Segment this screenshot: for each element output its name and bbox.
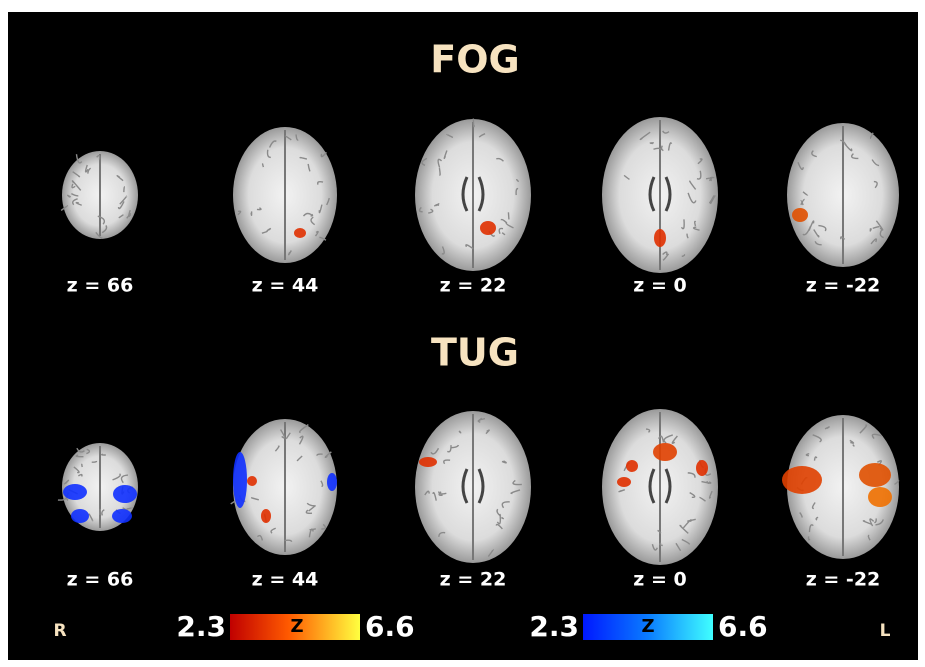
colorbar-min: 2.3 bbox=[176, 610, 226, 643]
brain-slice bbox=[787, 123, 899, 267]
slice-label: z = 66 bbox=[67, 275, 134, 297]
brain-slice bbox=[415, 411, 531, 563]
activation-cluster bbox=[112, 509, 132, 523]
activation-cluster bbox=[696, 460, 708, 476]
slice-label: z = -22 bbox=[806, 275, 881, 297]
activation-cluster bbox=[859, 463, 891, 487]
colorbar-label: Z bbox=[290, 616, 303, 637]
activation-cluster bbox=[626, 460, 638, 472]
activation-cluster bbox=[653, 443, 677, 461]
activation-cluster bbox=[113, 485, 137, 503]
sulcus bbox=[263, 164, 264, 167]
activation-cluster bbox=[261, 509, 271, 523]
slice-label: z = 66 bbox=[67, 569, 134, 591]
colorbar-min: 2.3 bbox=[529, 610, 579, 643]
slice-label: z = 44 bbox=[252, 275, 319, 297]
panel-title: FOG bbox=[430, 38, 519, 82]
activation-cluster bbox=[480, 221, 496, 235]
activation-cluster bbox=[868, 487, 892, 507]
brain-slice bbox=[415, 118, 531, 271]
slice-label: z = 0 bbox=[633, 275, 686, 297]
activation-cluster bbox=[792, 208, 808, 222]
activation-cluster bbox=[294, 228, 306, 238]
panel-title: TUG bbox=[431, 331, 519, 375]
colorbar-max: 6.6 bbox=[718, 610, 768, 643]
activation-cluster bbox=[63, 484, 87, 500]
activation-cluster bbox=[71, 509, 89, 523]
brain-slice bbox=[233, 127, 337, 263]
colorbar-max: 6.6 bbox=[365, 610, 415, 643]
brain-slice bbox=[602, 117, 718, 273]
activation-cluster bbox=[419, 457, 437, 467]
orientation-label: L bbox=[880, 621, 891, 641]
activation-cluster bbox=[617, 477, 631, 487]
activation-cluster bbox=[782, 466, 822, 494]
activation-cluster bbox=[247, 476, 257, 486]
brain-slice bbox=[602, 409, 718, 565]
slice-label: z = 22 bbox=[440, 275, 507, 297]
sulcus bbox=[311, 215, 313, 217]
slice-label: z = 22 bbox=[440, 569, 507, 591]
activation-cluster bbox=[654, 229, 666, 247]
slice-label: z = -22 bbox=[806, 569, 881, 591]
activation-cluster bbox=[233, 452, 247, 508]
colorbar-label: Z bbox=[641, 616, 654, 637]
sulcus bbox=[870, 228, 871, 231]
sulcus bbox=[102, 454, 106, 455]
slice-label: z = 44 bbox=[252, 569, 319, 591]
orientation-label: R bbox=[53, 621, 66, 641]
figure: z = 66 z = 44 z = 22 z = 0 z = -22 z = 66 z = … bbox=[0, 0, 925, 667]
slice-label: z = 0 bbox=[633, 569, 686, 591]
sulcus bbox=[439, 168, 440, 175]
sulcus bbox=[650, 143, 654, 144]
activation-cluster bbox=[327, 473, 337, 491]
